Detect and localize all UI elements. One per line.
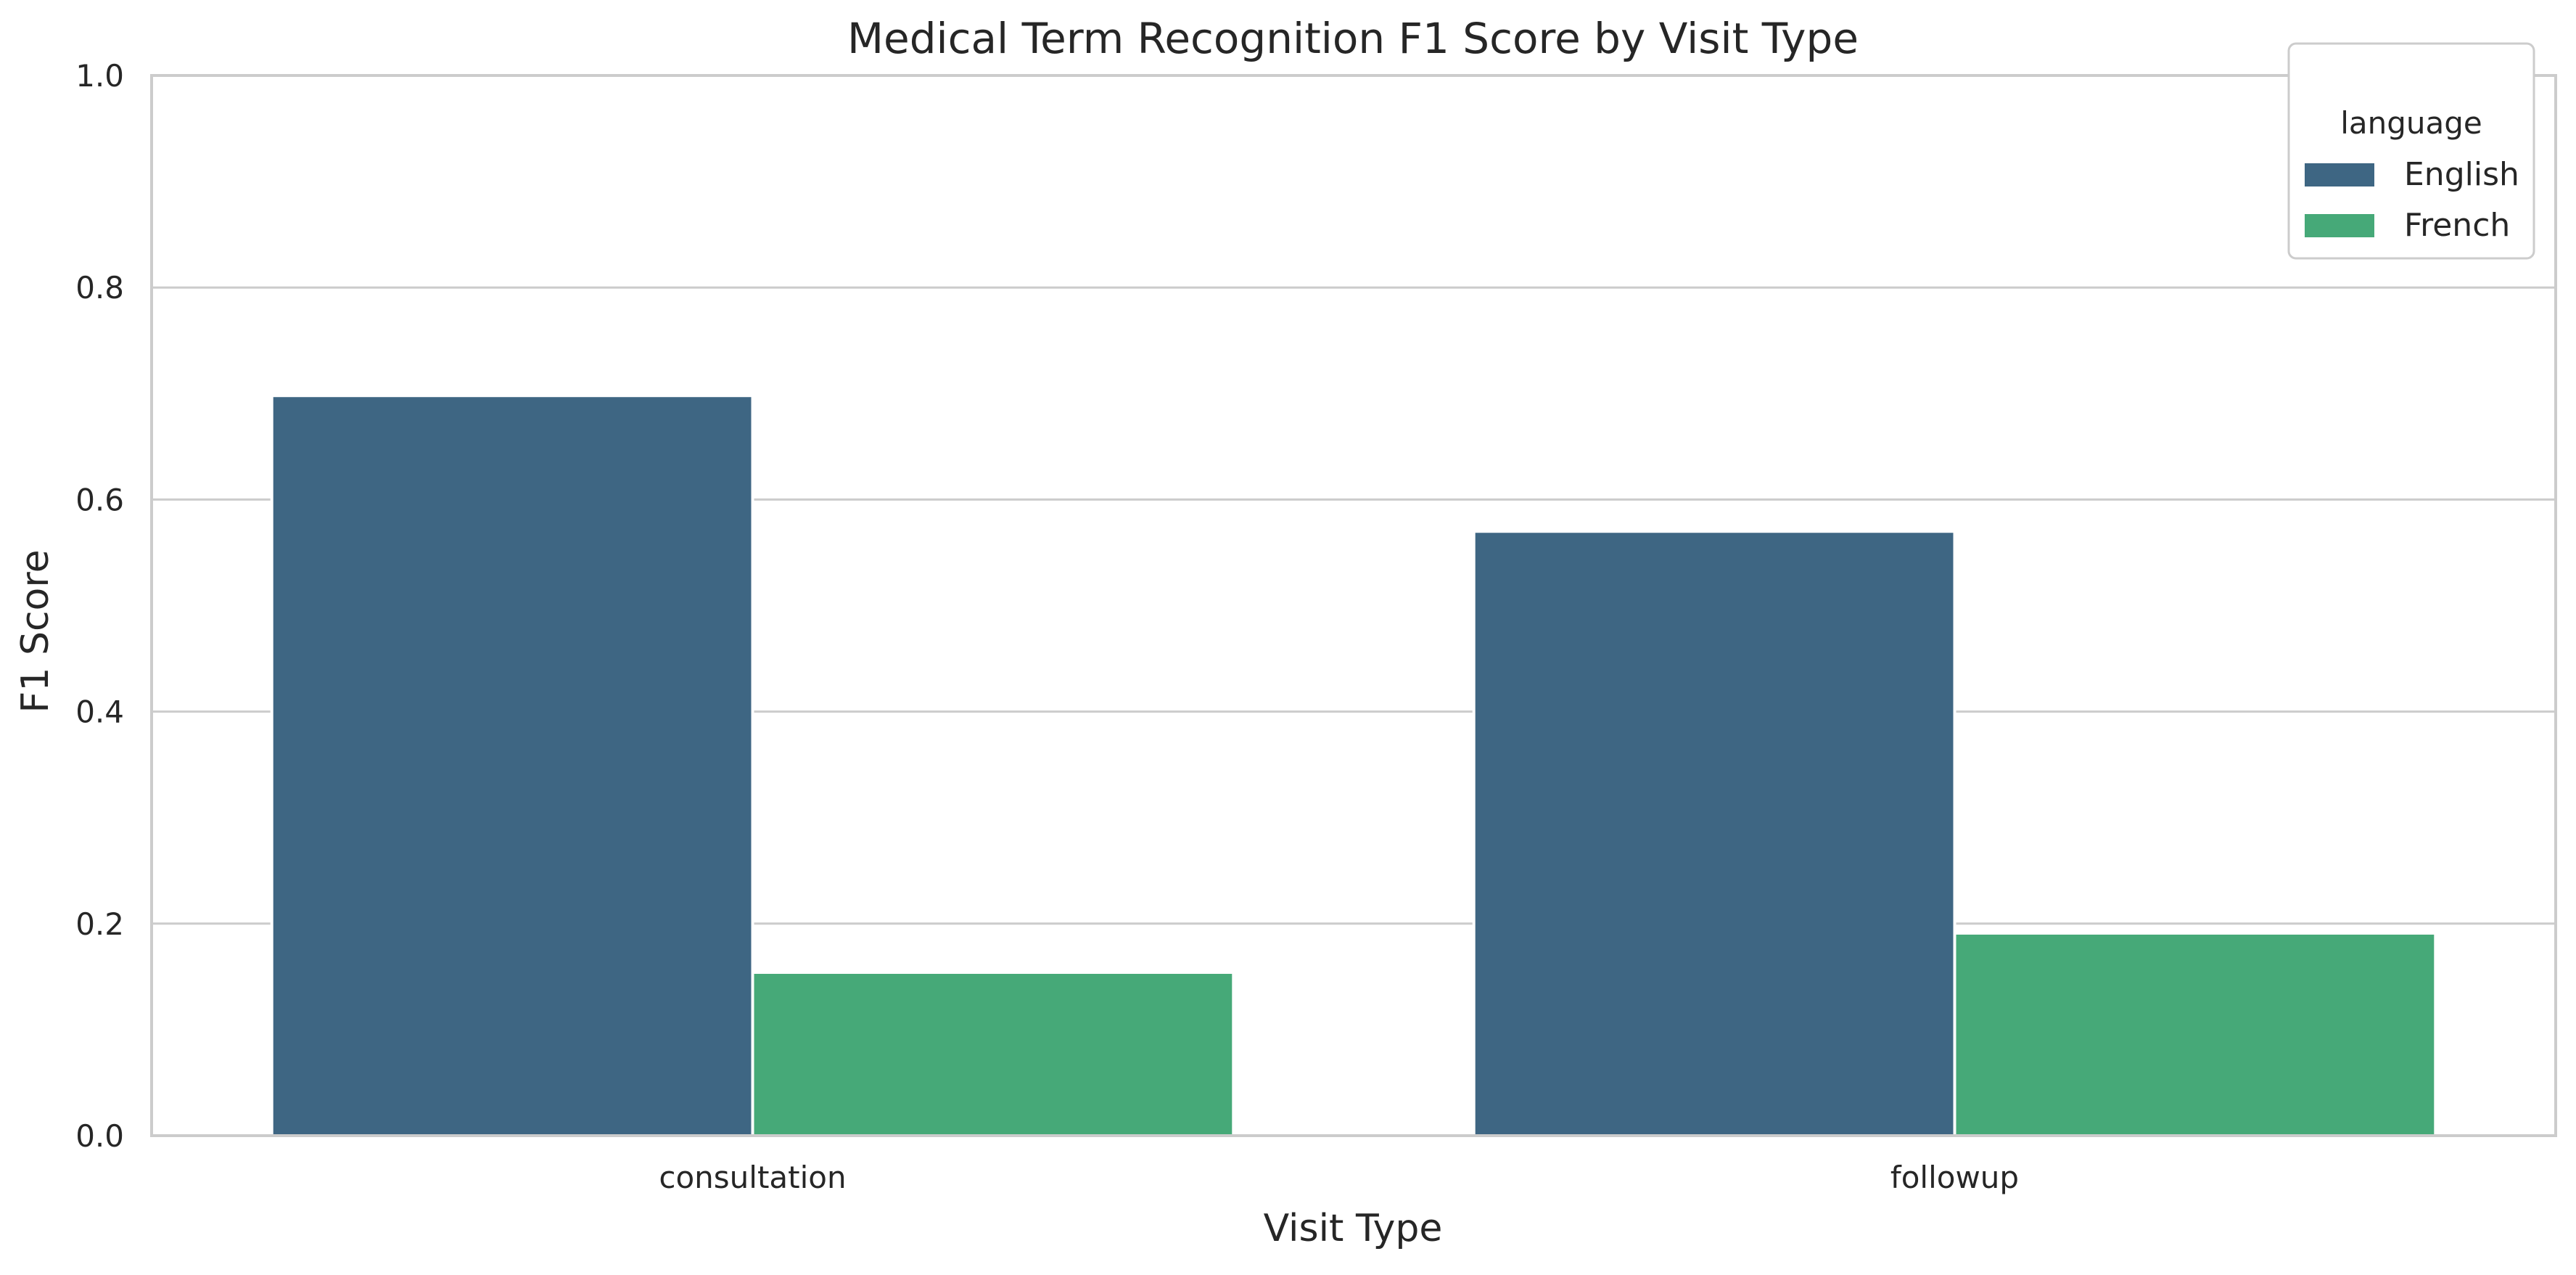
legend-entries: English French bbox=[2305, 156, 2519, 244]
bar-english-consultation bbox=[270, 394, 754, 1137]
chart-title: Medical Term Recognition F1 Score by Vis… bbox=[847, 14, 1859, 63]
bars bbox=[270, 394, 2437, 1137]
y-axis-label: F1 Score bbox=[14, 549, 57, 713]
y-tick-label: 0.6 bbox=[75, 482, 124, 517]
y-tick-label: 0.8 bbox=[75, 270, 124, 306]
bar-french-consultation bbox=[751, 971, 1235, 1137]
x-tick-label: consultation bbox=[659, 1160, 846, 1195]
bar-french-followup bbox=[1953, 931, 2437, 1137]
y-tick-label: 1.0 bbox=[75, 58, 124, 94]
y-tick-label: 0.4 bbox=[75, 694, 124, 730]
legend-swatch-french bbox=[2305, 214, 2374, 237]
axes: 0.0 0.2 0.4 0.6 0.8 1.0 consultation followup bbox=[75, 58, 2557, 1195]
x-tick-label: followup bbox=[1890, 1160, 2019, 1195]
legend-swatch-english bbox=[2305, 163, 2374, 186]
legend: language English French bbox=[2287, 42, 2535, 260]
bar-english-followup bbox=[1472, 530, 1956, 1137]
plot-frame bbox=[150, 74, 2557, 1137]
legend-label-english: English bbox=[2404, 156, 2519, 193]
y-tick-label: 0.2 bbox=[75, 906, 124, 942]
legend-label-french: French bbox=[2404, 207, 2510, 244]
y-tick-label: 0.0 bbox=[75, 1118, 124, 1154]
legend-title: language bbox=[2340, 105, 2482, 141]
legend-frame bbox=[2287, 42, 2535, 260]
x-axis-label: Visit Type bbox=[1264, 1207, 1443, 1250]
